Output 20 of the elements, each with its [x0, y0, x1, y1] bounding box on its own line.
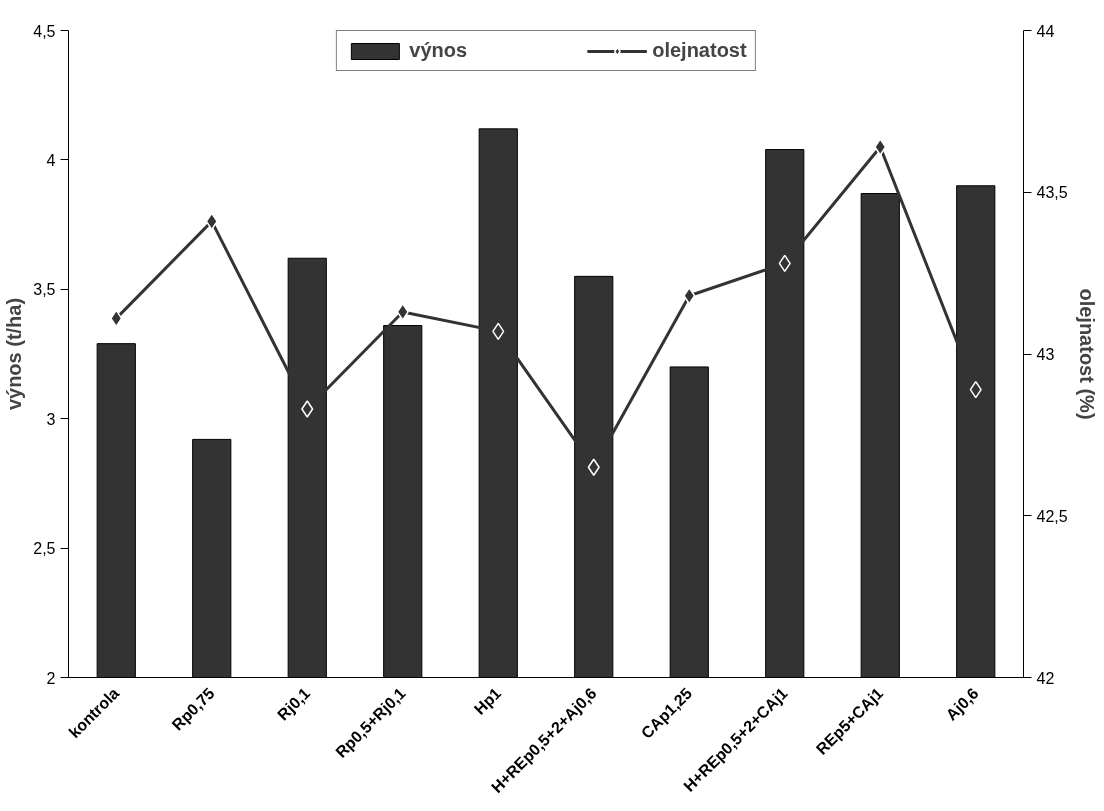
point	[301, 400, 314, 418]
point	[396, 303, 409, 321]
point	[587, 458, 600, 476]
point	[683, 287, 696, 305]
legend-label: olejnatost	[652, 39, 747, 62]
y-tick-label: 2,5	[33, 540, 56, 558]
y2-tick-label: 42,5	[1036, 507, 1068, 525]
point	[874, 138, 887, 156]
y-tick-label: 2	[46, 669, 56, 687]
y2-axis-title: olejnatost (%)	[1075, 288, 1098, 420]
legend-label: výnos	[409, 39, 468, 62]
y2-tick-label: 42	[1036, 669, 1055, 687]
y-tick-label: 3	[46, 410, 56, 428]
y-tick-label: 4,5	[33, 22, 56, 40]
y2-tick-label: 43	[1036, 346, 1055, 363]
y-tick-label: 3,5	[33, 281, 56, 299]
y-tick-label: 4	[46, 151, 56, 169]
y-axis-title: výnos (t/ha)	[3, 297, 26, 411]
y2-tick-label: 44	[1036, 22, 1055, 40]
y2-tick-label: 43,5	[1036, 184, 1068, 202]
